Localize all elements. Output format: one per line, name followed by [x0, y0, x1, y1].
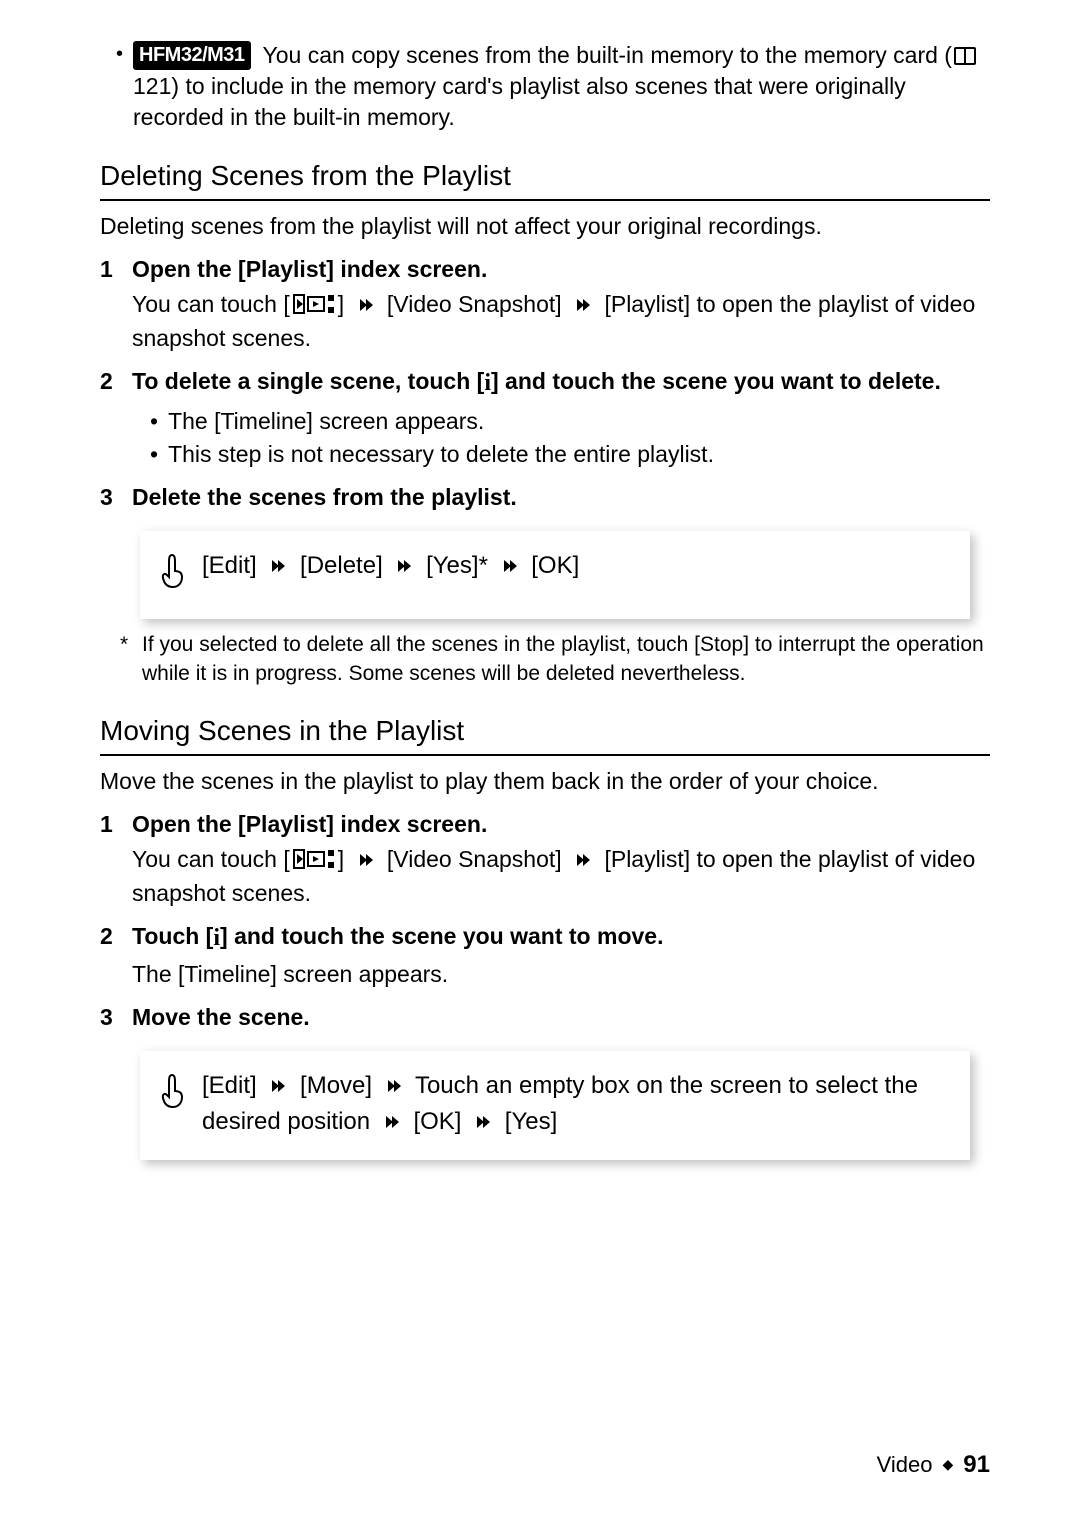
arrow-icon [501, 551, 519, 586]
move-step-1: 1 Open the [Playlist] index screen. You … [100, 809, 990, 909]
move-title: Moving Scenes in the Playlist [100, 712, 990, 756]
model-badge: HFM32/M31 [133, 41, 251, 70]
arrow-icon [383, 1107, 401, 1142]
intro-text: HFM32/M31 You can copy scenes from the b… [133, 40, 990, 133]
touch-icon [158, 551, 188, 602]
move-step-3: 3 Move the scene. [100, 1002, 990, 1033]
delete-step-3: 3 Delete the scenes from the playlist. [100, 482, 990, 513]
step-heading: Open the [Playlist] index screen. [132, 254, 990, 285]
footnote: * If you selected to delete all the scen… [120, 631, 990, 688]
arrow-icon [357, 291, 375, 322]
bullet-icon: • [116, 40, 123, 133]
step-heading: To delete a single scene, touch [i] and … [132, 366, 990, 399]
info-icon: i [484, 367, 491, 399]
delete-step-2: 2 To delete a single scene, touch [i] an… [100, 366, 990, 469]
delete-title: Deleting Scenes from the Playlist [100, 157, 990, 201]
arrow-icon [574, 846, 592, 877]
intro-bullet: • HFM32/M31 You can copy scenes from the… [100, 40, 990, 133]
step-subtext: You can touch [] [Video Snapshot] [Playl… [132, 289, 990, 354]
sub-bullet: •The [Timeline] screen appears. [150, 406, 990, 437]
sub-bullet: •This step is not necessary to delete th… [150, 439, 990, 470]
info-icon: i [213, 922, 220, 954]
arrow-icon [269, 1071, 287, 1106]
step-number: 2 [100, 921, 120, 989]
touch-sequence-text: [Edit] [Move] Touch an empty box on the … [202, 1069, 948, 1143]
arrow-icon [385, 1071, 403, 1106]
asterisk: * [120, 631, 136, 688]
step-heading: Touch [i] and touch the scene you want t… [132, 921, 990, 954]
step-heading: Move the scene. [132, 1002, 990, 1033]
index-screen-icon [292, 847, 336, 878]
index-screen-icon [292, 292, 336, 323]
page-footer: Video ◆ 91 [877, 1449, 990, 1481]
diamond-icon: ◆ [943, 1455, 954, 1474]
step-number: 1 [100, 809, 120, 909]
step-heading: Open the [Playlist] index screen. [132, 809, 990, 840]
move-step-2: 2 Touch [i] and touch the scene you want… [100, 921, 990, 989]
touch-icon [158, 1071, 188, 1122]
step-number: 2 [100, 366, 120, 469]
step-heading: Delete the scenes from the playlist. [132, 482, 990, 513]
step-number: 3 [100, 482, 120, 513]
arrow-icon [474, 1107, 492, 1142]
arrow-icon [574, 291, 592, 322]
touch-sequence-delete: [Edit] [Delete] [Yes]* [OK] [140, 531, 970, 620]
bullet-icon: • [150, 406, 158, 437]
delete-step-1: 1 Open the [Playlist] index screen. You … [100, 254, 990, 354]
arrow-icon [357, 846, 375, 877]
step-number: 3 [100, 1002, 120, 1033]
bullet-icon: • [150, 439, 158, 470]
touch-sequence-move: [Edit] [Move] Touch an empty box on the … [140, 1051, 970, 1161]
step-subtext: The [Timeline] screen appears. [132, 959, 990, 990]
step-number: 1 [100, 254, 120, 354]
move-intro: Move the scenes in the playlist to play … [100, 766, 990, 797]
footer-section: Video [877, 1450, 933, 1480]
delete-intro: Deleting scenes from the playlist will n… [100, 211, 990, 242]
book-icon [954, 47, 976, 65]
step-subtext: You can touch [] [Video Snapshot] [Playl… [132, 844, 990, 909]
arrow-icon [269, 551, 287, 586]
page-number: 91 [963, 1449, 990, 1481]
touch-sequence-text: [Edit] [Delete] [Yes]* [OK] [202, 549, 579, 586]
arrow-icon [395, 551, 413, 586]
